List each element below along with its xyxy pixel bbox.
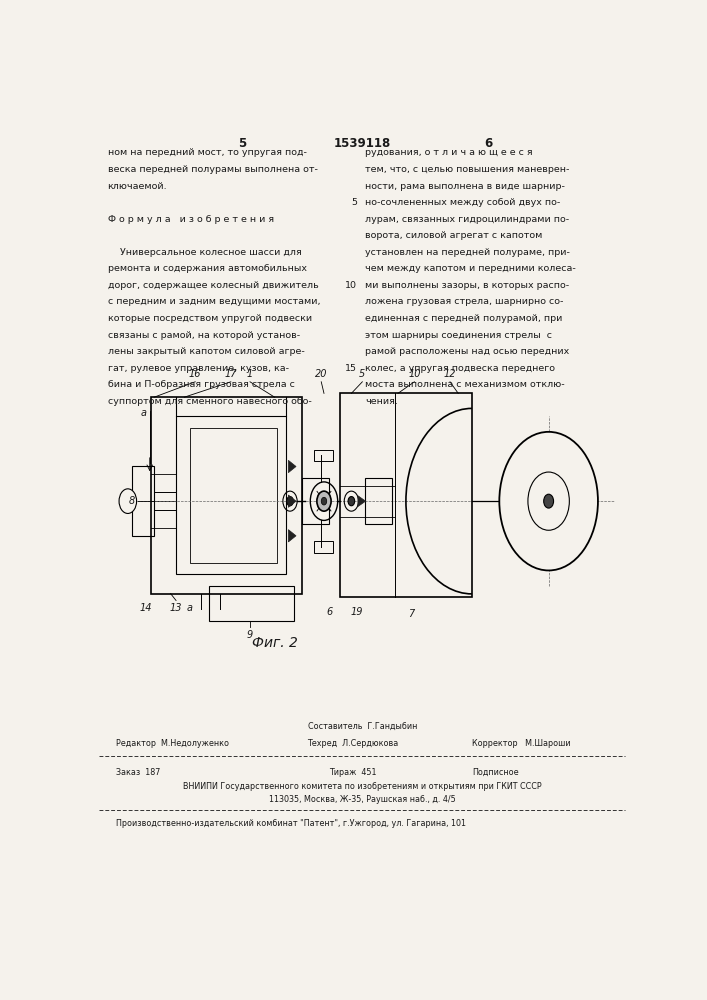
Circle shape [499,432,598,570]
Text: этом шарниры соединения стрелы  с: этом шарниры соединения стрелы с [365,331,552,340]
Circle shape [317,491,331,511]
Text: ности, рама выполнена в виде шарнир-: ности, рама выполнена в виде шарнир- [365,182,565,191]
Bar [132,466,154,536]
Text: колес, а упругая подвеска переднего: колес, а упругая подвеска переднего [365,364,555,373]
Text: 5: 5 [351,198,357,207]
Text: 5: 5 [359,369,366,379]
Polygon shape [358,496,366,507]
Text: веска передней полурамы выполнена от-: веска передней полурамы выполнена от- [107,165,317,174]
Text: ложена грузовая стрела, шарнирно со-: ложена грузовая стрела, шарнирно со- [365,297,563,306]
Circle shape [321,497,327,505]
Text: Корректор   М.Шароши: Корректор М.Шароши [472,739,571,748]
Circle shape [348,497,355,506]
Text: которые посредством упругой подвески: которые посредством упругой подвески [107,314,312,323]
Text: Фиг. 2: Фиг. 2 [252,636,298,650]
Text: тем, что, с целью повышения маневрен-: тем, что, с целью повышения маневрен- [365,165,569,174]
Text: Тираж  451: Тираж 451 [329,768,377,777]
Text: 15: 15 [345,364,357,373]
Text: 7: 7 [409,609,415,619]
Text: 19: 19 [351,607,363,617]
Text: а: а [187,603,193,613]
Text: гат, рулевое управление, кузов, ка-: гат, рулевое управление, кузов, ка- [107,364,288,373]
Text: чения.: чения. [365,397,398,406]
Text: Техред  Л.Сердюкова: Техред Л.Сердюкова [308,739,399,748]
Text: 113035, Москва, Ж-35, Раушская наб., д. 4/5: 113035, Москва, Ж-35, Раушская наб., д. … [269,795,456,804]
Bar [314,541,333,553]
Text: ремонта и содержания автомобильных: ремонта и содержания автомобильных [107,264,307,273]
Text: Ф о р м у л а   и з о б р е т е н и я: Ф о р м у л а и з о б р е т е н и я [107,215,274,224]
Text: 6: 6 [484,137,493,150]
Text: 5: 5 [238,137,246,150]
Text: установлен на передней полураме, при-: установлен на передней полураме, при- [365,248,570,257]
Text: ВНИИПИ Государственного комитета по изобретениям и открытиям при ГКИТ СССР: ВНИИПИ Государственного комитета по изоб… [183,782,542,791]
Text: дорог, содержащее колесный движитель: дорог, содержащее колесный движитель [107,281,318,290]
Text: Производственно-издательский комбинат "Патент", г.Ужгород, ул. Гагарина, 101: Производственно-издательский комбинат "П… [116,819,466,828]
Text: Универсальное колесное шасси для: Универсальное колесное шасси для [107,248,301,257]
Text: бина и П-образная грузовая стрела с: бина и П-образная грузовая стрела с [107,380,294,389]
Bar [189,428,277,563]
Text: Составитель  Г.Гандыбин: Составитель Г.Гандыбин [308,722,417,731]
Text: чем между капотом и передними колеса-: чем между капотом и передними колеса- [365,264,575,273]
Text: Редактор  М.Недолуженко: Редактор М.Недолуженко [116,739,229,748]
Text: с передним и задним ведущими мостами,: с передним и задним ведущими мостами, [107,297,320,306]
Text: 10: 10 [345,281,357,290]
Bar [341,393,472,597]
Text: моста выполнена с механизмом отклю-: моста выполнена с механизмом отклю- [365,380,565,389]
Text: 1: 1 [247,369,253,379]
Text: рамой расположены над осью передних: рамой расположены над осью передних [365,347,569,356]
Text: 13: 13 [170,603,182,613]
Text: лурам, связанных гидроцилиндрами по-: лурам, связанных гидроцилиндрами по- [365,215,569,224]
Text: а: а [141,408,147,418]
Text: 12: 12 [444,369,456,379]
Text: 1539118: 1539118 [334,137,391,150]
Text: 17: 17 [225,369,237,379]
Text: ключаемой.: ключаемой. [107,182,167,191]
Circle shape [119,489,136,513]
Circle shape [544,494,554,508]
Polygon shape [288,460,296,473]
Text: суппортом для сменного навесного обо-: суппортом для сменного навесного обо- [107,397,311,406]
Text: лены закрытый капотом силовой агре-: лены закрытый капотом силовой агре- [107,347,304,356]
Text: рудования, о т л и ч а ю щ е е с я: рудования, о т л и ч а ю щ е е с я [365,148,532,157]
Polygon shape [288,495,296,507]
Text: но-сочлененных между собой двух по-: но-сочлененных между собой двух по- [365,198,561,207]
Text: 6: 6 [327,607,332,617]
Text: 10: 10 [408,369,421,379]
Bar [209,586,294,620]
Text: ном на передний мост, то упругая под-: ном на передний мост, то упругая под- [107,148,306,157]
Text: связаны с рамой, на которой установ-: связаны с рамой, на которой установ- [107,331,300,340]
Text: Заказ  187: Заказ 187 [116,768,160,777]
Bar [302,478,329,524]
Text: ми выполнены зазоры, в которых распо-: ми выполнены зазоры, в которых распо- [365,281,569,290]
Text: ворота, силовой агрегат с капотом: ворота, силовой агрегат с капотом [365,231,542,240]
Text: 8: 8 [129,496,135,506]
Text: Подписное: Подписное [472,768,518,777]
Text: 9: 9 [247,630,253,640]
Text: единенная с передней полурамой, при: единенная с передней полурамой, при [365,314,563,323]
Polygon shape [288,530,296,542]
Circle shape [287,497,293,506]
Text: 20: 20 [315,369,327,379]
Bar [176,416,286,574]
Bar [314,450,333,461]
Bar [365,478,392,524]
Text: 14: 14 [140,603,152,613]
Text: 16: 16 [189,369,201,379]
Bar [151,397,302,594]
